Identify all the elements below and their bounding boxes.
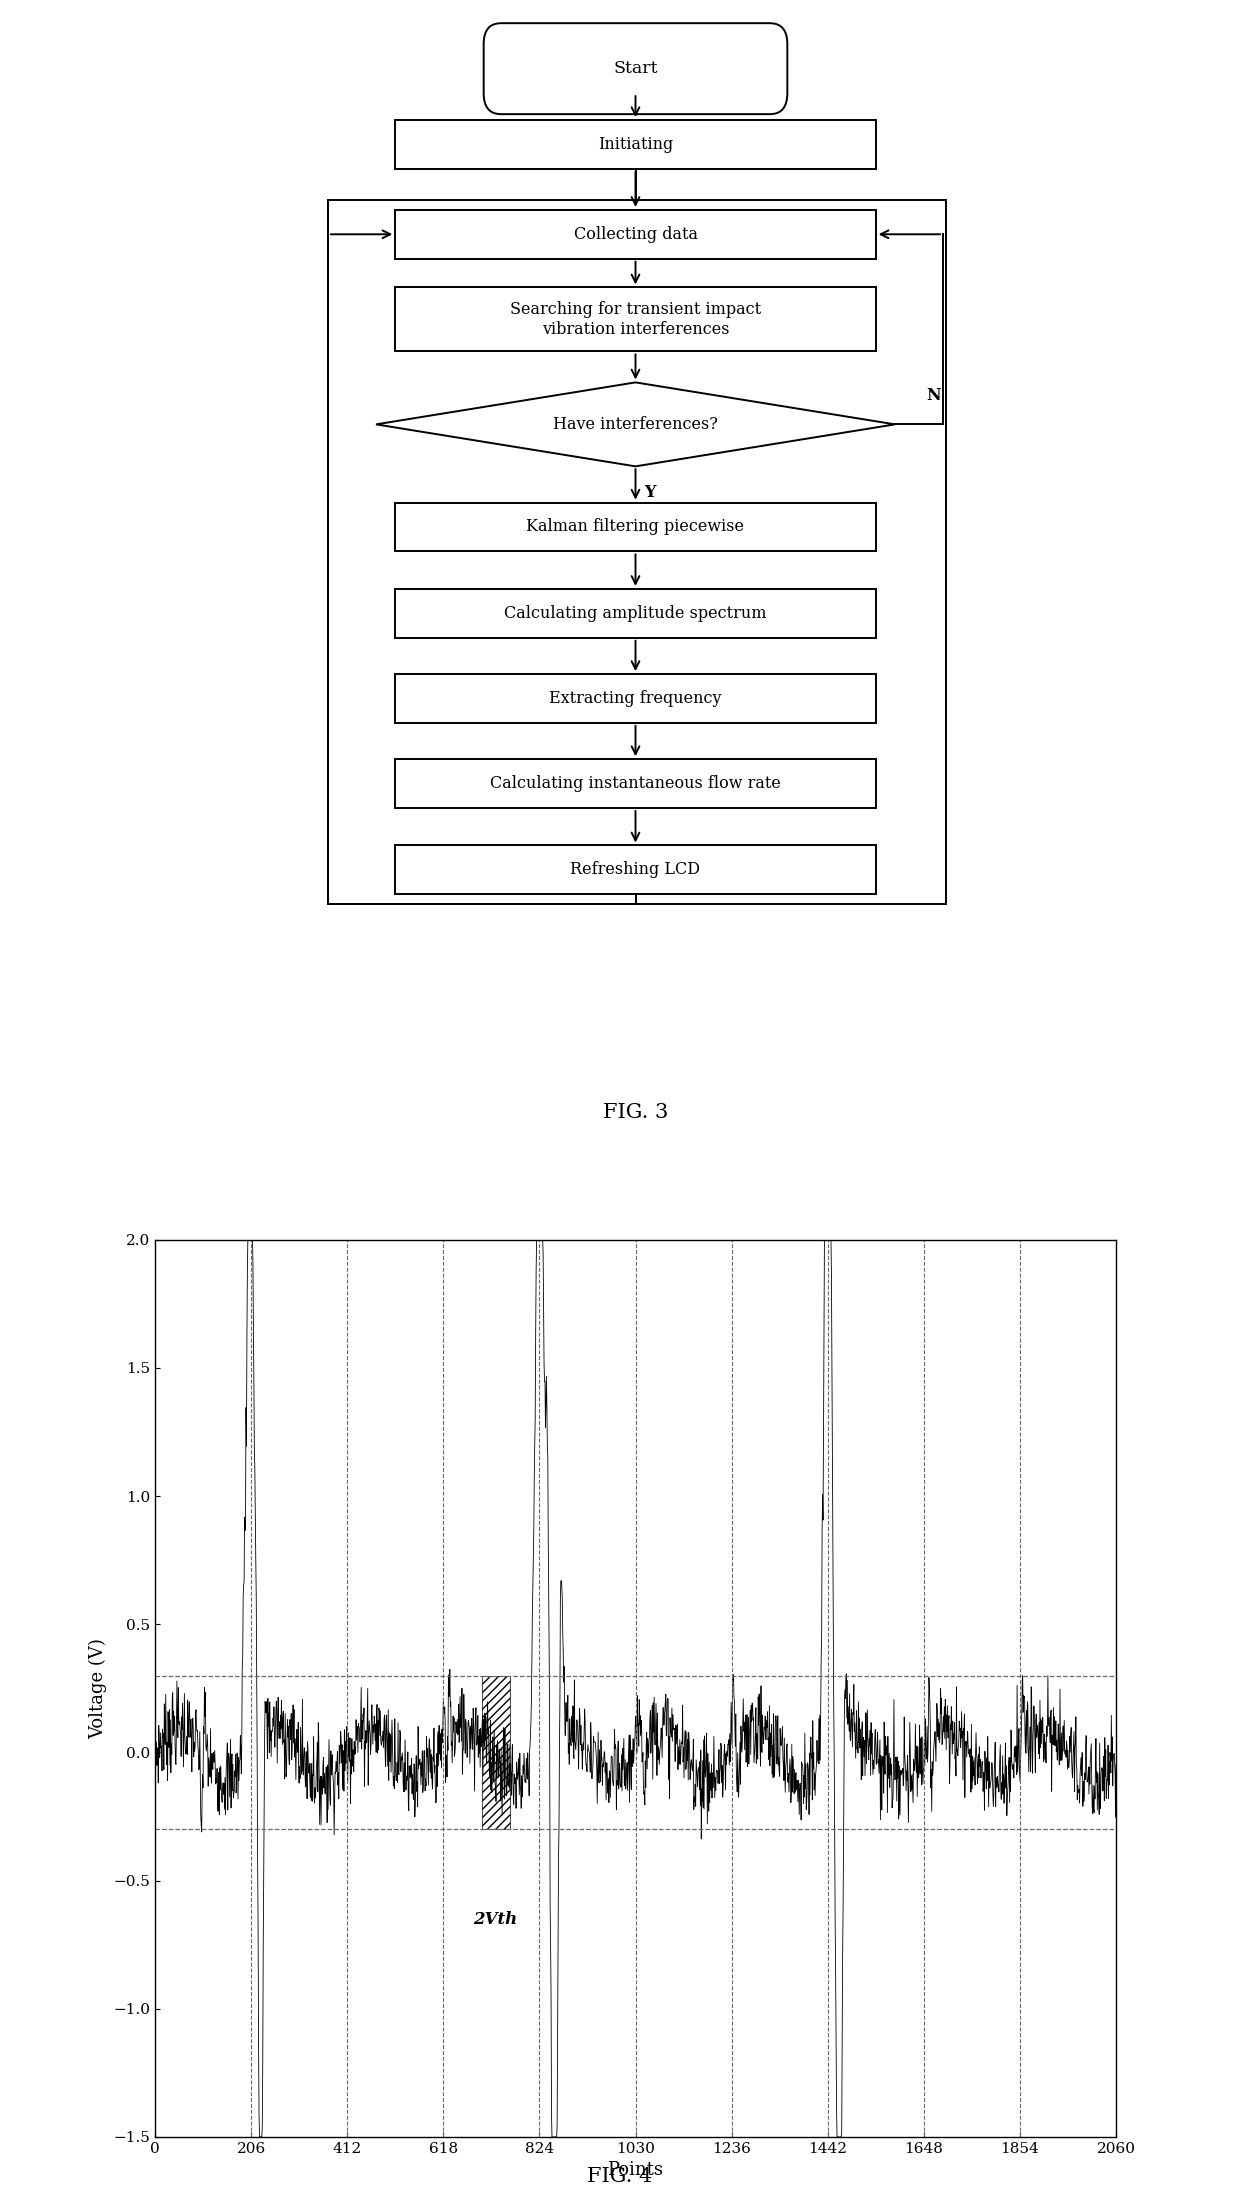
Text: Y: Y — [644, 482, 656, 500]
FancyBboxPatch shape — [396, 502, 875, 551]
Text: Have interferences?: Have interferences? — [553, 416, 718, 432]
Text: Extracting frequency: Extracting frequency — [549, 690, 722, 707]
Polygon shape — [376, 383, 895, 467]
FancyBboxPatch shape — [484, 24, 787, 115]
FancyBboxPatch shape — [396, 846, 875, 894]
FancyBboxPatch shape — [396, 674, 875, 723]
Text: Calculating amplitude spectrum: Calculating amplitude spectrum — [505, 606, 766, 621]
Text: 2Vth: 2Vth — [474, 1910, 517, 1928]
FancyBboxPatch shape — [396, 286, 875, 352]
FancyBboxPatch shape — [396, 209, 875, 258]
Text: Searching for transient impact
vibration interferences: Searching for transient impact vibration… — [510, 302, 761, 337]
Text: Start: Start — [614, 59, 657, 77]
Text: Collecting data: Collecting data — [573, 225, 697, 242]
Text: Calculating instantaneous flow rate: Calculating instantaneous flow rate — [490, 775, 781, 793]
Text: Kalman filtering piecewise: Kalman filtering piecewise — [527, 518, 744, 535]
Y-axis label: Voltage (V): Voltage (V) — [89, 1637, 108, 1738]
FancyBboxPatch shape — [396, 119, 875, 170]
X-axis label: Points: Points — [608, 2161, 663, 2179]
Text: N: N — [926, 388, 941, 403]
FancyBboxPatch shape — [396, 760, 875, 809]
Text: FIG. 4: FIG. 4 — [588, 2168, 652, 2185]
Bar — [327, 200, 946, 903]
FancyBboxPatch shape — [396, 588, 875, 639]
Text: Refreshing LCD: Refreshing LCD — [570, 861, 701, 879]
Text: FIG. 3: FIG. 3 — [603, 1104, 668, 1121]
Text: Initiating: Initiating — [598, 137, 673, 152]
